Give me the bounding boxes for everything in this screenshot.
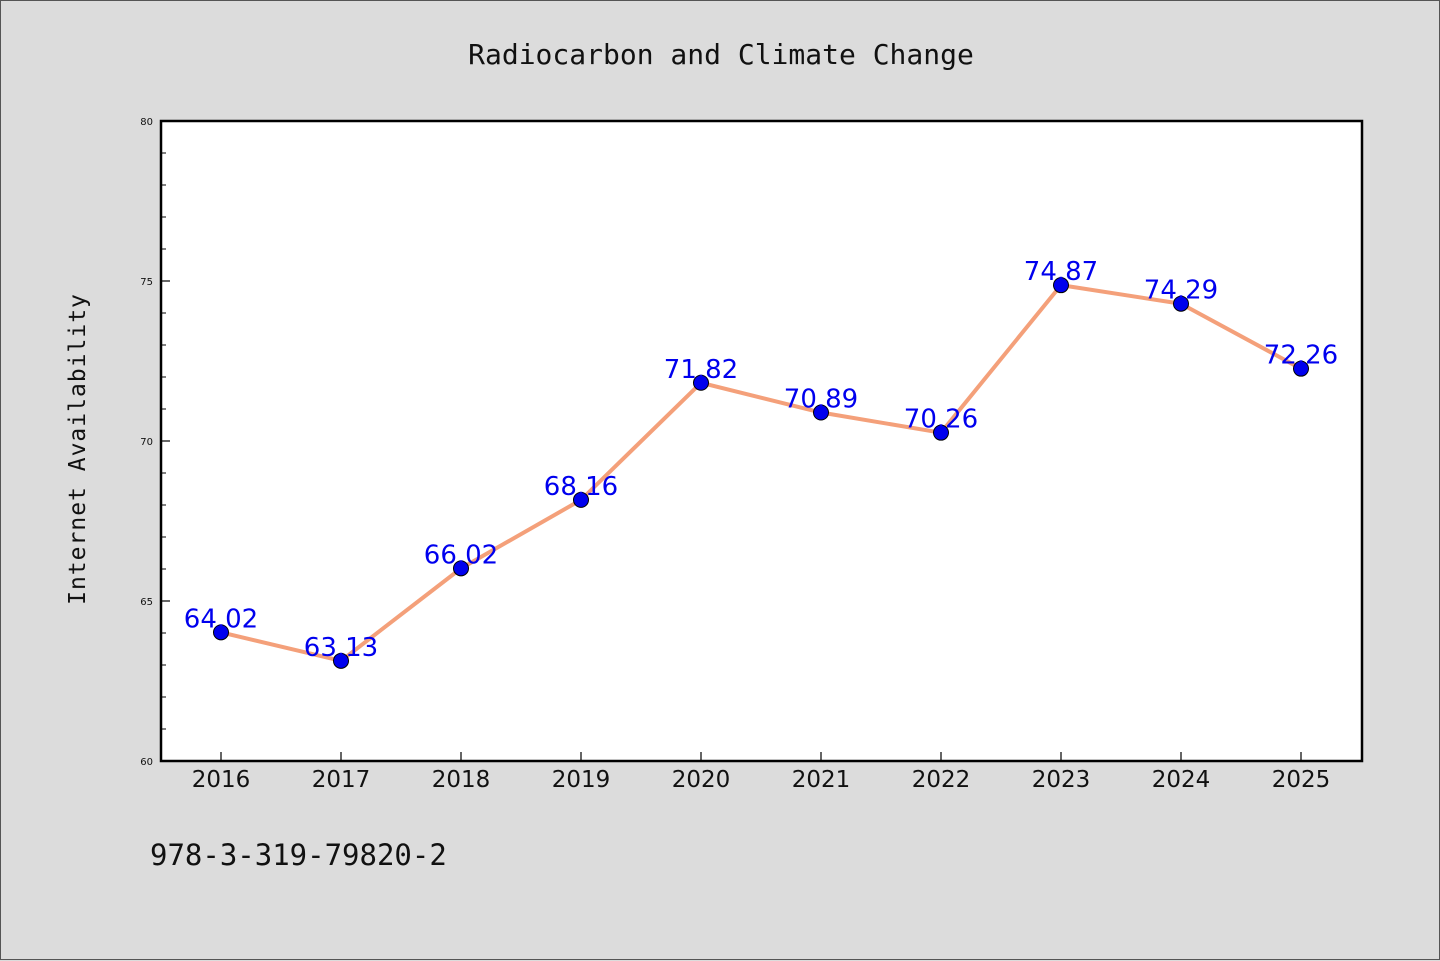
y-tick-label: 75 xyxy=(140,277,153,288)
chart-title: Radiocarbon and Climate Change xyxy=(468,38,974,71)
x-tick-label: 2025 xyxy=(1272,767,1331,793)
y-tick-label: 80 xyxy=(140,117,153,128)
plot-area xyxy=(159,119,1364,763)
data-label: 66.02 xyxy=(424,540,498,570)
data-label: 74.87 xyxy=(1024,257,1098,287)
data-point xyxy=(933,424,949,441)
y-axis: 60 65 70 75 80 xyxy=(140,117,170,768)
x-tick-label: 2018 xyxy=(432,767,491,793)
y-tick-label: 70 xyxy=(140,437,153,448)
data-label: 70.26 xyxy=(904,405,978,435)
data-label: 64.02 xyxy=(184,604,258,634)
data-point xyxy=(693,374,709,391)
data-point xyxy=(573,491,589,508)
data-point xyxy=(813,404,829,421)
data-label: 70.89 xyxy=(784,385,858,415)
x-tick-label: 2019 xyxy=(552,767,611,793)
data-point xyxy=(1173,295,1189,312)
data-series xyxy=(213,277,1309,669)
data-label: 71.82 xyxy=(664,355,738,385)
y-tick-label: 65 xyxy=(140,597,153,608)
x-tick-label: 2017 xyxy=(312,767,371,793)
series-line xyxy=(220,283,1302,663)
data-labels: 64.02 63.13 66.02 68.16 71.82 70.89 70.26 74.87… xyxy=(184,257,1338,663)
y-tick-label: 60 xyxy=(140,757,153,768)
data-point xyxy=(453,560,469,577)
x-tick-label: 2021 xyxy=(792,767,851,793)
data-point xyxy=(333,652,349,669)
data-label: 74.29 xyxy=(1144,276,1218,306)
data-point xyxy=(1053,277,1069,294)
data-point xyxy=(213,624,229,641)
x-axis: 2016 2017 2018 2019 2020 2021 2022 2023 2024 2025 xyxy=(192,752,1331,793)
x-tick-label: 2024 xyxy=(1152,767,1211,793)
x-tick-label: 2023 xyxy=(1032,767,1091,793)
x-tick-label: 2020 xyxy=(672,767,731,793)
y-axis-label: Internet Availability xyxy=(65,293,91,605)
x-tick-label: 2022 xyxy=(912,767,971,793)
data-label: 63.13 xyxy=(304,633,378,663)
data-point xyxy=(1293,360,1309,377)
isbn-footer: 978-3-319-79820-2 xyxy=(150,838,447,872)
data-label: 68.16 xyxy=(544,472,618,502)
x-tick-label: 2016 xyxy=(192,767,251,793)
data-label: 72.26 xyxy=(1264,341,1338,371)
